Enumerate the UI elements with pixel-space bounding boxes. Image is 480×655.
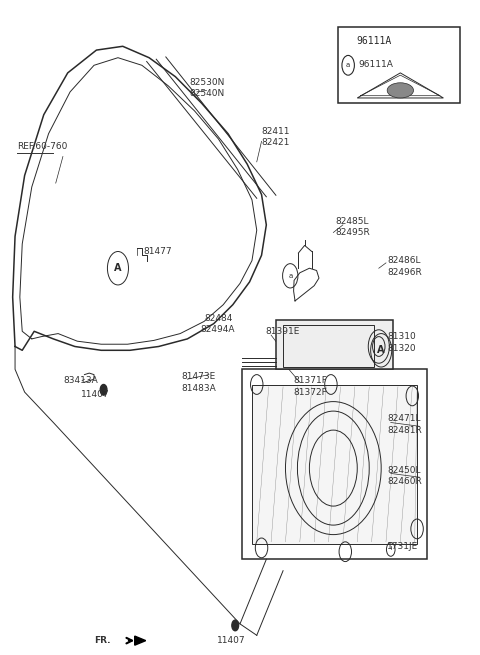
Text: 81473E: 81473E: [181, 373, 216, 381]
Text: A: A: [114, 263, 122, 273]
Ellipse shape: [387, 83, 413, 98]
Text: 82486L: 82486L: [387, 256, 421, 265]
Text: a: a: [346, 62, 350, 68]
Text: 81371F: 81371F: [294, 376, 327, 385]
Polygon shape: [135, 636, 146, 645]
Text: 81477: 81477: [144, 247, 172, 256]
Text: 81320: 81320: [387, 343, 416, 352]
Text: 82530N: 82530N: [190, 77, 225, 86]
FancyBboxPatch shape: [338, 28, 460, 103]
Text: 1731JE: 1731JE: [387, 542, 419, 551]
Text: 82496R: 82496R: [387, 267, 422, 276]
Text: 82495R: 82495R: [336, 228, 371, 237]
Polygon shape: [276, 320, 393, 369]
Polygon shape: [252, 384, 417, 544]
Text: REF.60-760: REF.60-760: [17, 142, 68, 151]
Text: 82484: 82484: [204, 314, 232, 323]
Text: 83413A: 83413A: [63, 376, 97, 385]
Text: 82421: 82421: [262, 138, 290, 147]
Text: 82460R: 82460R: [387, 477, 422, 486]
Text: 96111A: 96111A: [356, 36, 392, 46]
Text: 11407: 11407: [81, 390, 110, 399]
Circle shape: [100, 384, 107, 395]
Text: a: a: [288, 273, 292, 279]
Text: 82481R: 82481R: [387, 426, 422, 435]
Text: 81310: 81310: [387, 332, 416, 341]
Text: 96111A: 96111A: [359, 60, 394, 69]
Circle shape: [232, 620, 239, 631]
Text: 82411: 82411: [262, 127, 290, 136]
Text: 81483A: 81483A: [181, 384, 216, 393]
Text: 81391E: 81391E: [265, 327, 299, 336]
Text: 82494A: 82494A: [201, 326, 235, 334]
Text: 82450L: 82450L: [387, 466, 421, 475]
Text: 82485L: 82485L: [336, 217, 369, 225]
Text: A: A: [377, 345, 385, 355]
Text: 82471L: 82471L: [387, 414, 421, 423]
Text: 11407: 11407: [217, 636, 246, 645]
Text: FR.: FR.: [94, 636, 110, 645]
Text: 81372F: 81372F: [294, 388, 327, 396]
Text: 82540N: 82540N: [190, 89, 225, 98]
